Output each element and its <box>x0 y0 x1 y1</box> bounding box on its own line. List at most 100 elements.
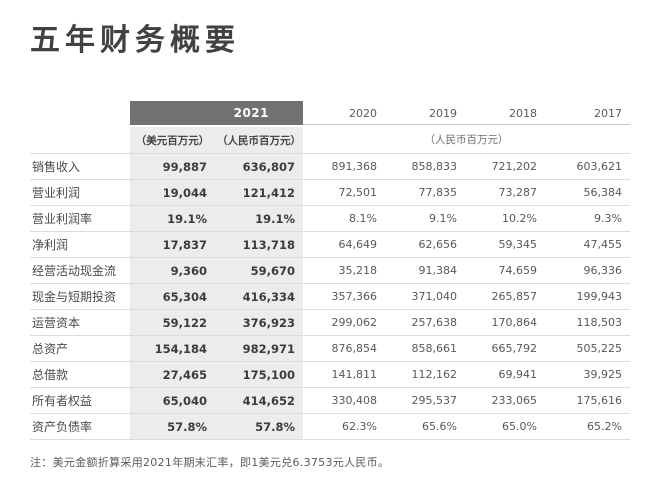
table-row: 净利润 17,837 113,718 64,649 62,656 59,345 47,455 <box>30 231 630 257</box>
financial-table: 2021 2020 2019 2018 2017 （美元百万元） （人民币百万元… <box>30 101 630 440</box>
cell-2020: 72,501 <box>338 186 378 199</box>
cell-2020: 299,062 <box>331 316 378 329</box>
year-header-2021: 2021 <box>130 101 303 125</box>
table-row: 营业利润 19,044 121,412 72,501 77,835 73,287 56,38… <box>30 179 630 205</box>
cell-2017: 199,943 <box>576 290 623 303</box>
table-row: 经营活动现金流 9,360 59,670 35,218 91,384 74,659 96,3… <box>30 257 630 283</box>
page-title: 五年财务概要 <box>30 23 240 58</box>
row-label: 营业利润 <box>32 186 81 200</box>
cell-2021-rmb: 982,971 <box>215 336 303 361</box>
cell-2021-usd: 19,044 <box>130 180 215 205</box>
row-label: 净利润 <box>32 238 69 252</box>
cell-2018: 265,857 <box>491 290 538 303</box>
cell-2021-usd: 19.1% <box>130 206 215 231</box>
cell-2020: 876,854 <box>331 342 378 355</box>
row-label: 资产负债率 <box>32 420 93 434</box>
cell-2020: 891,368 <box>331 160 378 173</box>
cell-2019: 112,162 <box>411 368 458 381</box>
cell-2020: 357,366 <box>331 290 378 303</box>
cell-2021-rmb: 376,923 <box>215 310 303 335</box>
cell-2017: 56,384 <box>583 186 623 199</box>
cell-2021-usd: 99,887 <box>130 154 215 179</box>
cell-2017: 39,925 <box>583 368 623 381</box>
cell-2021-usd: 65,304 <box>130 284 215 309</box>
cell-2018: 74,659 <box>498 264 538 277</box>
cell-2021-usd: 9,360 <box>130 258 215 283</box>
cell-2020: 8.1% <box>349 212 377 225</box>
cell-2017: 603,621 <box>576 160 623 173</box>
unit-header-rmb: （人民币百万元） <box>215 125 303 153</box>
cell-2021-rmb: 636,807 <box>215 154 303 179</box>
cell-2019: 77,835 <box>418 186 458 199</box>
row-label: 总资产 <box>32 342 69 356</box>
header-spacer <box>30 101 130 125</box>
unit-header-rmb-other: （人民币百万元） <box>424 133 509 146</box>
cell-2018: 69,941 <box>498 368 538 381</box>
cell-2021-usd: 59,122 <box>130 310 215 335</box>
cell-2021-usd: 27,465 <box>130 362 215 387</box>
footnote: 注：美元金额折算采用2021年期末汇率，即1美元兑6.3753元人民币。 <box>30 456 390 469</box>
year-header-2017: 2017 <box>545 101 630 125</box>
cell-2019: 858,833 <box>411 160 458 173</box>
table-row: 现金与短期投资 65,304 416,334 357,366 371,040 265,85… <box>30 283 630 309</box>
cell-2019: 91,384 <box>418 264 458 277</box>
cell-2021-rmb: 414,652 <box>215 388 303 413</box>
cell-2017: 505,225 <box>576 342 623 355</box>
row-label: 经营活动现金流 <box>32 264 117 278</box>
cell-2021-rmb: 175,100 <box>215 362 303 387</box>
cell-2017: 175,616 <box>576 394 623 407</box>
cell-2019: 858,661 <box>411 342 458 355</box>
cell-2020: 64,649 <box>338 238 378 251</box>
cell-2018: 170,864 <box>491 316 538 329</box>
year-header-2019: 2019 <box>385 101 465 125</box>
cell-2019: 9.1% <box>429 212 457 225</box>
cell-2017: 47,455 <box>583 238 623 251</box>
cell-2021-rmb: 113,718 <box>215 232 303 257</box>
cell-2021-rmb: 57.8% <box>215 414 303 439</box>
cell-2020: 141,811 <box>331 368 378 381</box>
cell-2017: 65.2% <box>587 420 622 433</box>
cell-2018: 65.0% <box>502 420 537 433</box>
cell-2021-usd: 17,837 <box>130 232 215 257</box>
cell-2018: 665,792 <box>491 342 538 355</box>
cell-2018: 721,202 <box>491 160 538 173</box>
cell-2019: 371,040 <box>411 290 458 303</box>
cell-2019: 62,656 <box>418 238 458 251</box>
row-label: 所有者权益 <box>32 394 93 408</box>
table-row: 销售收入 99,887 636,807 891,368 858,833 721,202 60… <box>30 153 630 179</box>
cell-2020: 330,408 <box>331 394 378 407</box>
year-header-2018: 2018 <box>465 101 545 125</box>
cell-2021-usd: 57.8% <box>130 414 215 439</box>
table-row: 资产负债率 57.8% 57.8% 62.3% 65.6% 65.0% 65.2% <box>30 413 630 439</box>
table-row: 运营资本 59,122 376,923 299,062 257,638 170,864 11… <box>30 309 630 335</box>
cell-2018: 10.2% <box>502 212 537 225</box>
cell-2018: 233,065 <box>491 394 538 407</box>
row-label: 运营资本 <box>32 316 81 330</box>
table-header-years: 2021 2020 2019 2018 2017 <box>30 101 630 125</box>
row-label: 现金与短期投资 <box>32 290 117 304</box>
cell-2021-rmb: 59,670 <box>215 258 303 283</box>
table-header-units: （美元百万元） （人民币百万元） （人民币百万元） <box>30 125 630 153</box>
table-row: 总资产 154,184 982,971 876,854 858,661 665,792 50… <box>30 335 630 361</box>
cell-2019: 65.6% <box>422 420 457 433</box>
cell-2019: 257,638 <box>411 316 458 329</box>
cell-2021-usd: 154,184 <box>130 336 215 361</box>
table-body: 销售收入 99,887 636,807 891,368 858,833 721,202 60… <box>30 153 630 440</box>
unit-header-usd: （美元百万元） <box>130 125 215 153</box>
cell-2021-rmb: 19.1% <box>215 206 303 231</box>
cell-2021-rmb: 416,334 <box>215 284 303 309</box>
cell-2018: 73,287 <box>498 186 538 199</box>
table-row: 所有者权益 65,040 414,652 330,408 295,537 233,065 1… <box>30 387 630 413</box>
cell-2021-rmb: 121,412 <box>215 180 303 205</box>
year-header-2020: 2020 <box>303 101 385 125</box>
cell-2021-usd: 65,040 <box>130 388 215 413</box>
cell-2020: 62.3% <box>342 420 377 433</box>
table-row: 总借款 27,465 175,100 141,811 112,162 69,941 39,9… <box>30 361 630 387</box>
row-label: 营业利润率 <box>32 212 93 226</box>
cell-2018: 59,345 <box>498 238 538 251</box>
cell-2017: 118,503 <box>576 316 623 329</box>
table-row: 营业利润率 19.1% 19.1% 8.1% 9.1% 10.2% 9.3% <box>30 205 630 231</box>
cell-2020: 35,218 <box>338 264 378 277</box>
cell-2019: 295,537 <box>411 394 458 407</box>
